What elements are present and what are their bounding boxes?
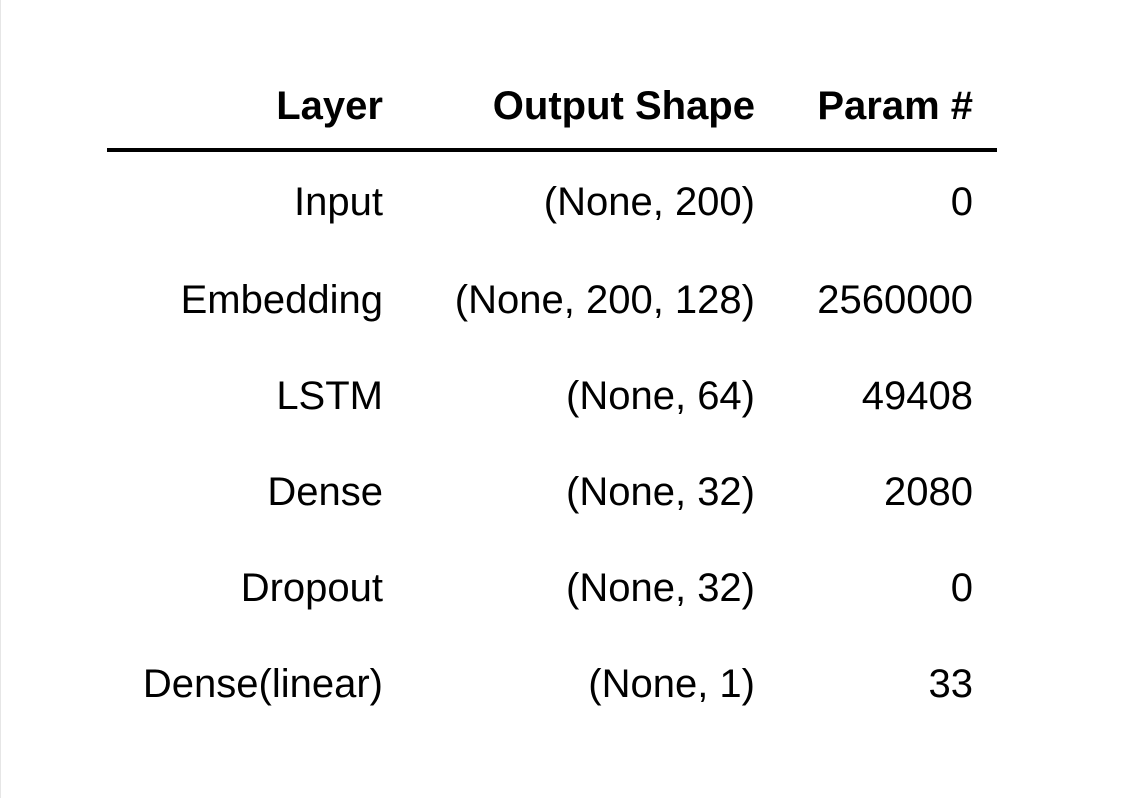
param-cell: 2560000: [817, 278, 973, 322]
param-cell: 49408: [861, 374, 973, 418]
table-row: LSTM (None, 64) 49408: [107, 348, 997, 444]
output-shape-cell: (None, 1): [588, 662, 755, 706]
table-row: Dropout (None, 32) 0: [107, 540, 997, 636]
output-shape-cell: (None, 32): [566, 566, 755, 610]
output-shape-cell: (None, 200): [543, 180, 755, 224]
output-shape-cell: (None, 200, 128): [454, 278, 755, 322]
table-row: Embedding (None, 200, 128) 2560000: [107, 252, 997, 348]
param-cell: 0: [950, 180, 973, 224]
table-body: Input (None, 200) 0 Embedding (None, 200…: [107, 150, 997, 732]
param-cell: 2080: [884, 470, 973, 514]
model-summary-table: Layer Output Shape Param # Input (None, …: [107, 64, 997, 732]
layer-cell: Dense(linear): [142, 662, 383, 706]
header-row: Layer Output Shape Param #: [107, 64, 997, 152]
table-header: Layer Output Shape Param #: [107, 64, 997, 152]
layer-cell: Embedding: [180, 278, 383, 322]
param-cell: 33: [928, 662, 974, 706]
layer-cell: Input: [294, 180, 383, 224]
table-row: Input (None, 200) 0: [107, 150, 997, 252]
table-row: Dense (None, 32) 2080: [107, 444, 997, 540]
output-shape-cell: (None, 32): [566, 470, 755, 514]
header-output-shape: Output Shape: [383, 64, 755, 152]
layer-cell: LSTM: [276, 374, 383, 418]
header-layer: Layer: [107, 64, 383, 152]
layer-cell: Dense: [267, 470, 383, 514]
param-cell: 0: [950, 566, 973, 610]
output-shape-cell: (None, 64): [566, 374, 755, 418]
page-edge: [0, 0, 1, 798]
layer-cell: Dropout: [240, 566, 383, 610]
table-row: Dense(linear) (None, 1) 33: [107, 636, 997, 732]
header-param: Param #: [755, 64, 997, 152]
